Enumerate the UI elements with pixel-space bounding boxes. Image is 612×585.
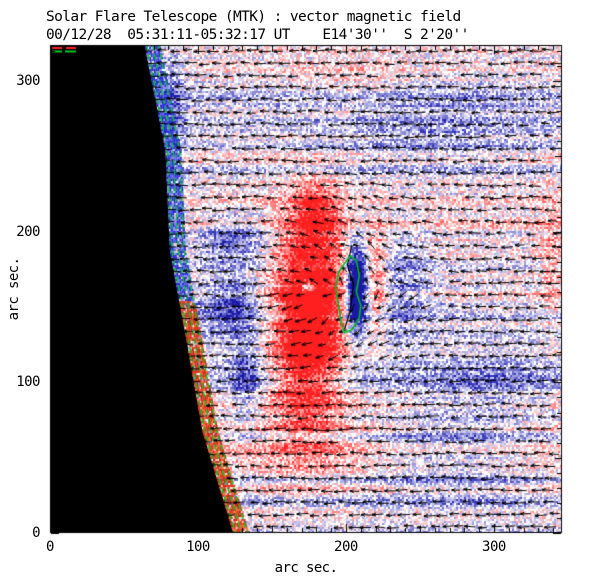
figure-subtitle: 00/12/28 05:31:11-05:32:17 UT E14'30'' S… xyxy=(46,27,469,43)
x-axis-title: arc sec. xyxy=(274,560,338,576)
x-tick-label: 200 xyxy=(334,539,358,555)
y-axis-title: arc sec. xyxy=(6,257,22,321)
x-tick-label: 0 xyxy=(46,539,54,555)
x-tick-label: 100 xyxy=(186,539,210,555)
y-tick-label: 0 xyxy=(32,525,40,541)
y-tick-label: 300 xyxy=(16,73,40,90)
y-tick-label: 200 xyxy=(16,223,40,240)
y-tick-label: 100 xyxy=(16,374,40,391)
x-tick-label: 300 xyxy=(482,539,506,555)
figure-title: Solar Flare Telescope (MTK) : vector mag… xyxy=(46,9,461,25)
